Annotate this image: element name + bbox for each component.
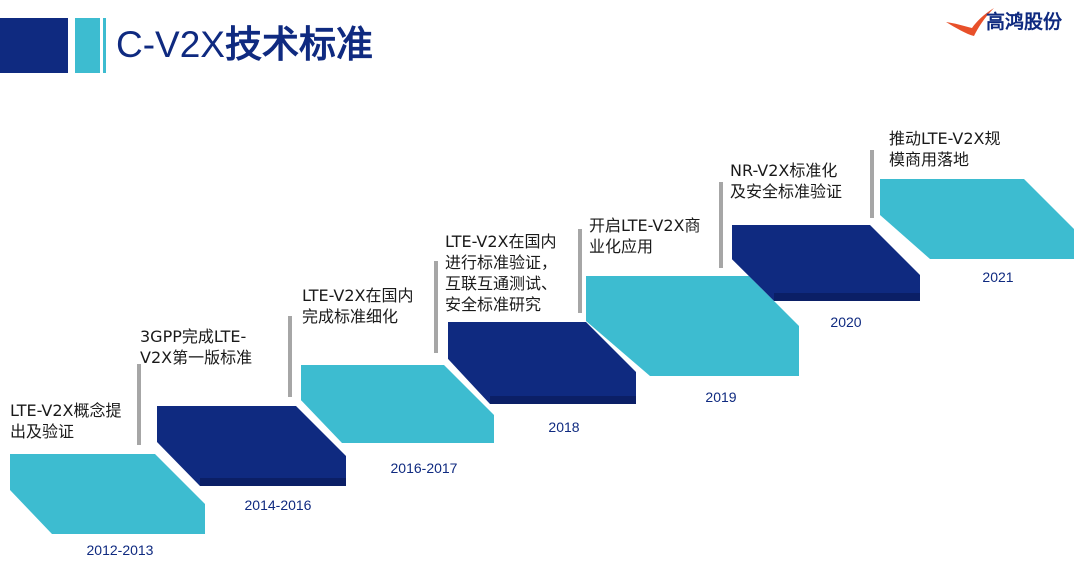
timeline-step-2-shade [200,478,346,486]
timeline-step-1-marker [137,364,141,445]
timeline-step-1-label: LTE-V2X概念提 出及验证 [10,400,122,442]
timeline-step-4-label-line: LTE-V2X在国内 [445,232,557,251]
timeline-step-4-shade [490,396,636,404]
company-logo [946,8,994,36]
timeline-step-3-year: 2016-2017 [390,460,458,476]
timeline-step-7-year: 2021 [982,269,1014,285]
timeline-step-2-year: 2014-2016 [244,497,312,513]
timeline-step-5 [586,276,799,376]
page-title-latin: C-V2X [116,24,225,65]
timeline-step-4-label-line: 互联互通测试、 [445,274,558,293]
timeline-step-3-marker [434,261,438,353]
timeline-step-7 [880,179,1074,259]
timeline-step-6-marker [870,150,874,218]
timeline-step-6-label: NR-V2X标准化 及安全标准验证 [730,160,842,202]
timeline-step-5-label-line: 业化应用 [589,237,654,256]
timeline-step-6-shade [774,293,920,301]
timeline-step-4 [448,322,636,404]
timeline-step-4-label: LTE-V2X在国内 进行标准验证， 互联互通测试、 安全标准研究 [445,231,557,315]
timeline-step-2-label-line: 3GPP完成LTE- [140,327,247,346]
timeline-step-6-year: 2020 [830,314,862,330]
timeline-step-6 [732,225,920,301]
timeline-step-6-label-line: 及安全标准验证 [730,182,843,201]
page-title-cjk: 技术标准 [224,23,373,66]
timeline-step-4-label-line: 进行标准验证， [445,253,558,272]
timeline-step-4-year: 2018 [548,419,580,435]
timeline-step-5-marker [719,182,723,268]
timeline-step-2-label: 3GPP完成LTE- V2X第一版标准 [140,326,252,368]
timeline-step-3-label-line: 完成标准细化 [302,307,399,326]
timeline-step-7-label-line: 推动LTE-V2X规 [889,129,1001,148]
timeline-step-1 [10,454,205,534]
timeline-step-2-label-line: V2X第一版标准 [140,348,253,367]
timeline-step-5-year: 2019 [705,389,737,405]
timeline-step-3 [301,365,494,443]
timeline-step-1-year: 2012-2013 [86,542,154,558]
timeline-step-5-label-line: 开启LTE-V2X商 [589,216,701,235]
timeline-step-7-label: 推动LTE-V2X规 模商用落地 [889,128,1001,170]
header-accent-light-block [75,18,100,73]
page-title: C-V2X技术标准 [116,22,373,68]
company-logo-text: 高鸿股份 [986,11,1063,33]
timeline-step-3-label: LTE-V2X在国内 完成标准细化 [302,285,414,327]
timeline-step-1-label-line: LTE-V2X概念提 [10,401,122,420]
timeline-step-2-marker [288,316,292,397]
timeline-step-6-label-line: NR-V2X标准化 [730,161,838,180]
header-accent-thin-bar [103,18,106,73]
timeline-step-5-label: 开启LTE-V2X商 业化应用 [589,215,701,257]
timeline-step-2 [157,406,346,486]
timeline-step-4-label-line: 安全标准研究 [445,295,542,314]
timeline-step-1-label-line: 出及验证 [10,422,75,441]
header-accent-dark-block [0,18,68,73]
timeline-step-3-label-line: LTE-V2X在国内 [302,286,414,305]
timeline-step-7-label-line: 模商用落地 [889,150,970,169]
logo-swoosh-icon [946,8,994,36]
timeline-step-4-marker [578,229,582,313]
